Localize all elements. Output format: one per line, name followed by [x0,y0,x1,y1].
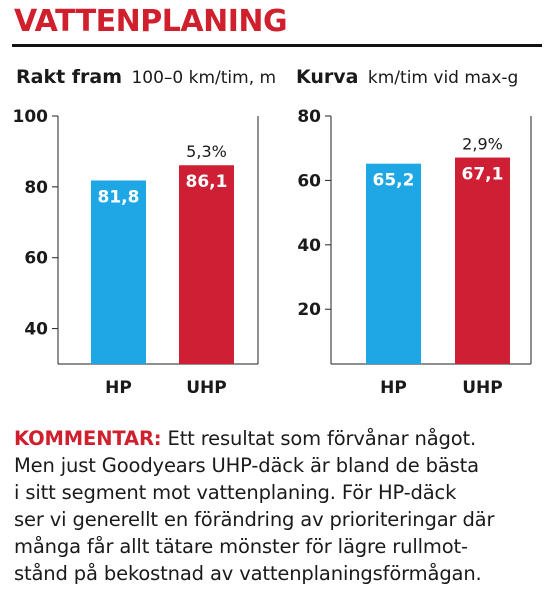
x-tick-label: HP [105,378,132,398]
page-title: VATTENPLANING [14,4,288,39]
chart-2-title: Kurva [296,66,359,88]
charts-canvas: 40 60 80 100 81,8 HP 86,1 UHP 5,3% 20 40 60 80 65,2 HP… [13,107,532,398]
bar [179,165,234,364]
comment-line: KOMMENTAR: Ett resultat som förvånar någ… [14,425,540,452]
x-tick-label: HP [380,378,407,398]
comment-line-5: stånd på bekostnad av vattenplaningsförm… [14,562,482,585]
bar [455,157,510,364]
comment-text: KOMMENTAR: Ett resultat som förvånar någ… [14,425,540,587]
y-tick-label: 40 [297,236,321,256]
y-tick-label: 80 [24,178,48,198]
y-tick-label: 60 [297,171,321,191]
chart-2-subtitle: km/tim vid max-g [367,68,519,88]
bar-value-label: 67,1 [462,165,504,185]
bar-value-label: 65,2 [373,171,415,191]
comment-line-3: ser vi generellt en förändring av priori… [14,508,495,531]
y-tick-label: 40 [24,320,48,340]
comment-lead: KOMMENTAR: [14,427,162,450]
comment-line-0: Ett resultat som förvånar något. [161,427,477,450]
bar-value-label: 81,8 [98,187,140,207]
bar-annotation: 2,9% [462,135,503,154]
chart-title-straight: Rakt fram 100–0 km/tim, m [16,66,276,88]
comment-line-4: många får allt tätare mönster för lägre … [14,535,468,558]
chart-1-title: Rakt fram [16,66,123,88]
bar-annotation: 5,3% [186,142,227,161]
comment-line-2: i sitt segment mot vattenplaning. För HP… [14,481,457,504]
y-tick-label: 100 [13,107,49,127]
y-tick-label: 20 [297,300,321,320]
chart-title-curve: Kurva km/tim vid max-g [296,66,518,88]
bar [91,180,146,364]
title-rule [12,44,542,47]
chart-1-subtitle: 100–0 km/tim, m [131,68,277,88]
x-tick-label: UHP [462,378,503,398]
y-tick-label: 80 [297,107,321,127]
bar-value-label: 86,1 [186,172,228,192]
comment-line-1: Men just Goodyears UHP-däck är bland de … [14,454,479,477]
x-tick-label: UHP [186,378,227,398]
bar [366,163,421,364]
y-tick-label: 60 [24,249,48,269]
